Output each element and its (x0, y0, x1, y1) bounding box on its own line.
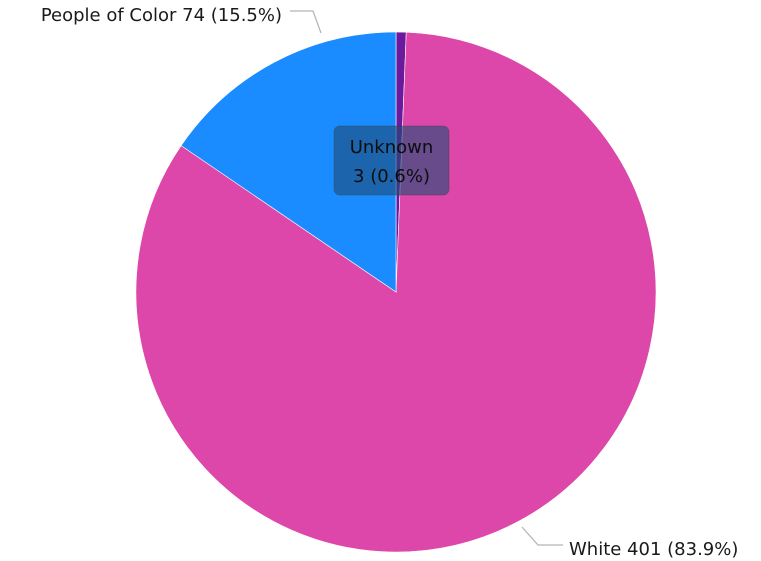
people-of-color-label-group: People of Color 74 (15.5%) (41, 5, 322, 34)
tooltip-box (333, 125, 450, 196)
tooltip-category: Unknown (350, 137, 434, 158)
pie-slice-people-of-color[interactable] (180, 31, 397, 293)
white-slice-label: White 401 (83.9%) (569, 539, 738, 560)
people-of-color-slice-label: People of Color 74 (15.5%) (41, 5, 282, 26)
unknown-tooltip: Unknown 3 (0.6%) (333, 125, 450, 196)
tooltip-value: 3 (0.6%) (353, 166, 430, 187)
people-of-color-leader-line (290, 10, 322, 34)
pie-slices (135, 31, 657, 553)
white-leader-line (521, 526, 563, 546)
white-label-group: White 401 (83.9%) (521, 526, 738, 560)
